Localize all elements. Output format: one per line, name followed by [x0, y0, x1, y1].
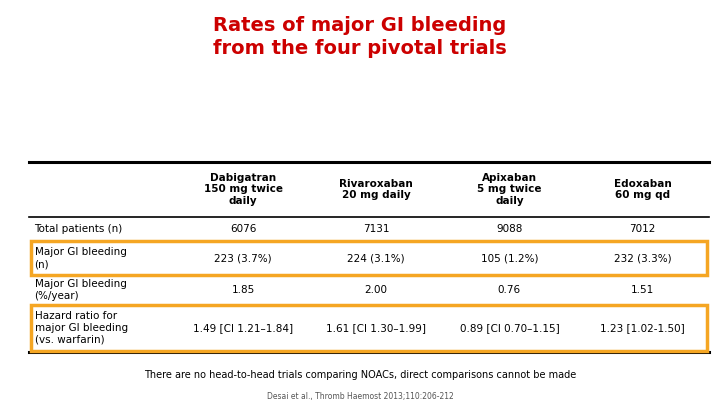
Text: 223 (3.7%): 223 (3.7%)	[214, 253, 272, 263]
Text: Apixaban
5 mg twice
daily: Apixaban 5 mg twice daily	[477, 173, 541, 206]
Text: Desai et al., Thromb Haemost 2013;110:206-212: Desai et al., Thromb Haemost 2013;110:20…	[266, 392, 454, 401]
Text: 1.23 [1.02-1.50]: 1.23 [1.02-1.50]	[600, 323, 685, 333]
Text: Total patients (n): Total patients (n)	[35, 224, 123, 234]
Text: 0.76: 0.76	[498, 285, 521, 295]
Text: 7131: 7131	[363, 224, 390, 234]
Text: 1.51: 1.51	[631, 285, 654, 295]
Text: 7012: 7012	[629, 224, 656, 234]
Text: 9088: 9088	[496, 224, 523, 234]
Text: Edoxaban
60 mg qd: Edoxaban 60 mg qd	[613, 179, 672, 200]
Text: Rates of major GI bleeding
from the four pivotal trials: Rates of major GI bleeding from the four…	[213, 16, 507, 58]
Text: 105 (1.2%): 105 (1.2%)	[481, 253, 538, 263]
Text: 0.89 [CI 0.70–1.15]: 0.89 [CI 0.70–1.15]	[459, 323, 559, 333]
Text: 1.61 [CI 1.30–1.99]: 1.61 [CI 1.30–1.99]	[326, 323, 426, 333]
Text: 232 (3.3%): 232 (3.3%)	[613, 253, 672, 263]
Text: Major GI bleeding
(n): Major GI bleeding (n)	[35, 247, 127, 269]
Text: There are no head-to-head trials comparing NOACs, direct comparisons cannot be m: There are no head-to-head trials compari…	[144, 370, 576, 379]
Text: Rivaroxaban
20 mg daily: Rivaroxaban 20 mg daily	[339, 179, 413, 200]
Text: 224 (3.1%): 224 (3.1%)	[347, 253, 405, 263]
Text: 1.49 [CI 1.21–1.84]: 1.49 [CI 1.21–1.84]	[193, 323, 293, 333]
Text: 1.85: 1.85	[231, 285, 255, 295]
Text: Major GI bleeding
(%/year): Major GI bleeding (%/year)	[35, 279, 127, 301]
Text: Dabigatran
150 mg twice
daily: Dabigatran 150 mg twice daily	[204, 173, 282, 206]
Text: Hazard ratio for
major GI bleeding
(vs. warfarin): Hazard ratio for major GI bleeding (vs. …	[35, 311, 127, 345]
Text: 2.00: 2.00	[365, 285, 387, 295]
Text: 6076: 6076	[230, 224, 256, 234]
